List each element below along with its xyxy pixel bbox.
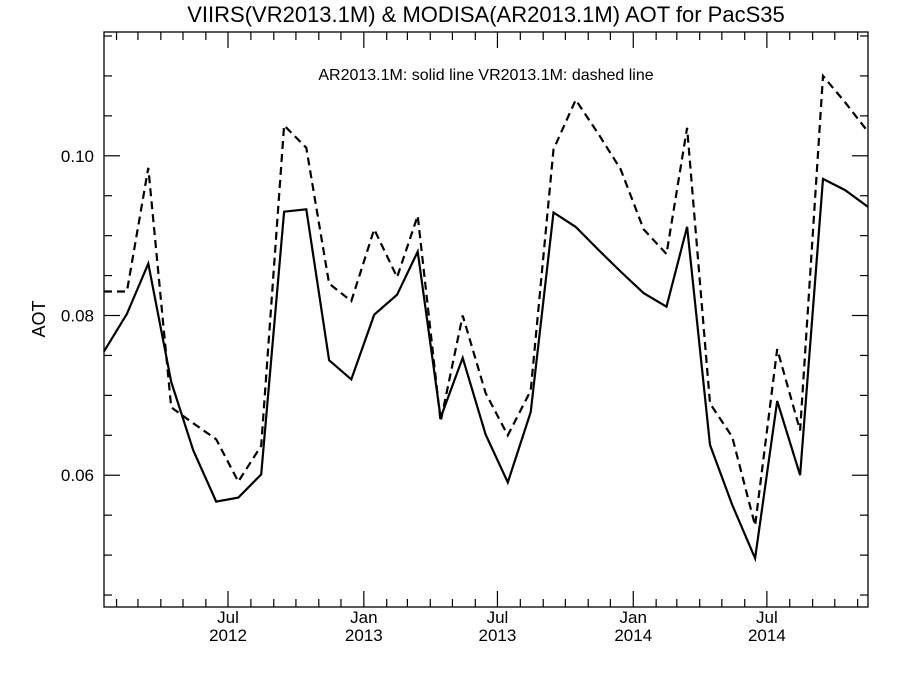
x-tick-year-label: 2013: [479, 626, 517, 645]
y-tick-label: 0.10: [61, 147, 94, 166]
line-style-annotation: AR2013.1M: solid line VR2013.1M: dashed …: [318, 67, 653, 84]
x-tick-year-label: 2014: [614, 626, 652, 645]
y-axis-label: AOT: [29, 300, 49, 337]
x-tick-month-label: Jan: [620, 608, 647, 627]
x-tick-month-label: Jul: [756, 608, 778, 627]
y-tick-label: 0.06: [61, 466, 94, 485]
y-tick-label: 0.08: [61, 307, 94, 326]
x-tick-month-label: Jul: [487, 608, 509, 627]
plot-frame: [103, 31, 869, 608]
chart-title: VIIRS(VR2013.1M) & MODISA(AR2013.1M) AOT…: [187, 2, 784, 27]
x-tick-month-label: Jan: [350, 608, 377, 627]
x-tick-year-label: 2012: [209, 626, 247, 645]
x-tick-month-label: Jul: [217, 608, 239, 627]
x-tick-year-label: 2013: [345, 626, 383, 645]
series-line-ar2013-1m: [103, 177, 869, 563]
series-line-vr2013-1m: [104, 73, 869, 526]
x-tick-year-label: 2014: [748, 626, 786, 645]
